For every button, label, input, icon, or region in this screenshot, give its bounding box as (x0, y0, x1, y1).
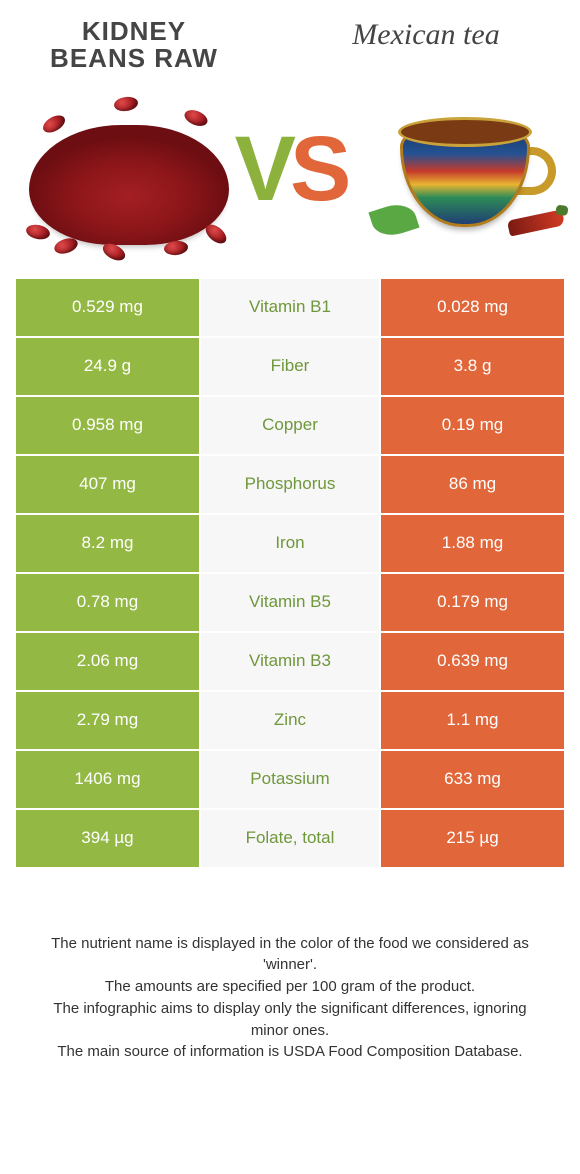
nutrient-name-cell: Copper (201, 397, 379, 454)
nutrient-name-cell: Vitamin B1 (201, 279, 379, 336)
right-food-image (370, 103, 560, 253)
table-row: 0.529 mgVitamin B10.028 mg (16, 279, 564, 336)
right-value-cell: 0.179 mg (381, 574, 564, 631)
footer-line-4: The main source of information is USDA F… (42, 1041, 538, 1063)
left-food-title: Kidney beans raw (14, 18, 254, 73)
left-value-cell: 394 µg (16, 810, 199, 867)
left-value-cell: 0.958 mg (16, 397, 199, 454)
right-value-cell: 215 µg (381, 810, 564, 867)
footer-notes: The nutrient name is displayed in the co… (14, 933, 566, 1064)
kidney-beans-icon (14, 83, 244, 263)
right-value-cell: 0.19 mg (381, 397, 564, 454)
vs-v: V (235, 118, 290, 220)
right-value-cell: 1.1 mg (381, 692, 564, 749)
right-value-cell: 0.028 mg (381, 279, 564, 336)
nutrient-name-cell: Fiber (201, 338, 379, 395)
table-row: 1406 mgPotassium633 mg (16, 751, 564, 808)
table-row: 8.2 mgIron1.88 mg (16, 515, 564, 572)
nutrient-name-cell: Zinc (201, 692, 379, 749)
table-row: 0.958 mgCopper0.19 mg (16, 397, 564, 454)
teacup-icon (370, 103, 560, 253)
table-row: 407 mgPhosphorus86 mg (16, 456, 564, 513)
left-value-cell: 8.2 mg (16, 515, 199, 572)
footer-line-2: The amounts are specified per 100 gram o… (42, 976, 538, 998)
vs-s: S (290, 118, 345, 220)
left-value-cell: 1406 mg (16, 751, 199, 808)
table-row: 2.79 mgZinc1.1 mg (16, 692, 564, 749)
nutrient-name-cell: Potassium (201, 751, 379, 808)
table-row: 394 µgFolate, total215 µg (16, 810, 564, 867)
left-value-cell: 0.78 mg (16, 574, 199, 631)
nutrient-name-cell: Vitamin B3 (201, 633, 379, 690)
left-value-cell: 2.79 mg (16, 692, 199, 749)
nutrient-name-cell: Iron (201, 515, 379, 572)
right-value-cell: 86 mg (381, 456, 564, 513)
left-value-cell: 2.06 mg (16, 633, 199, 690)
footer-line-3: The infographic aims to display only the… (42, 998, 538, 1042)
left-value-cell: 407 mg (16, 456, 199, 513)
left-food-image (14, 83, 244, 263)
images-row: VS (14, 83, 566, 273)
table-row: 24.9 gFiber3.8 g (16, 338, 564, 395)
right-food-title: Mexican tea (286, 18, 566, 52)
right-value-cell: 0.639 mg (381, 633, 564, 690)
left-title-line1: Kidney (82, 16, 186, 46)
left-value-cell: 0.529 mg (16, 279, 199, 336)
right-value-cell: 1.88 mg (381, 515, 564, 572)
nutrient-name-cell: Folate, total (201, 810, 379, 867)
left-title-line2: beans raw (50, 43, 218, 73)
infographic-page: Kidney beans raw Mexican tea VS (0, 0, 580, 1063)
footer-line-1: The nutrient name is displayed in the co… (42, 933, 538, 977)
right-value-cell: 633 mg (381, 751, 564, 808)
table-row: 0.78 mgVitamin B50.179 mg (16, 574, 564, 631)
nutrient-name-cell: Phosphorus (201, 456, 379, 513)
nutrient-name-cell: Vitamin B5 (201, 574, 379, 631)
titles-row: Kidney beans raw Mexican tea (14, 18, 566, 73)
nutrient-table: 0.529 mgVitamin B10.028 mg24.9 gFiber3.8… (14, 277, 566, 869)
table-row: 2.06 mgVitamin B30.639 mg (16, 633, 564, 690)
left-value-cell: 24.9 g (16, 338, 199, 395)
right-value-cell: 3.8 g (381, 338, 564, 395)
vs-label: VS (235, 117, 346, 222)
